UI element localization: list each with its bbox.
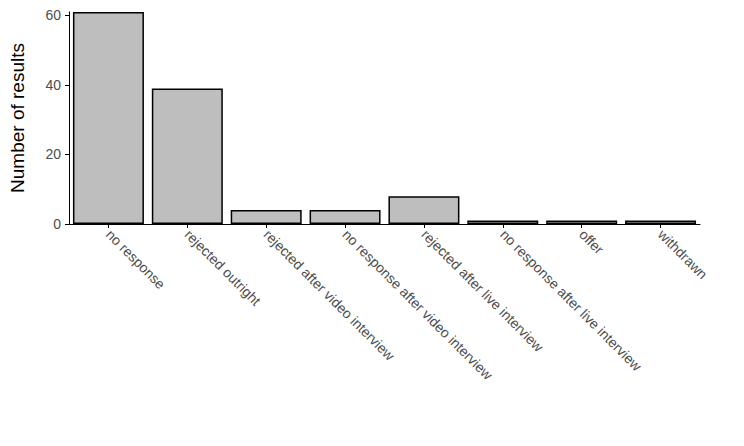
svg-text:40: 40: [45, 77, 61, 93]
svg-text:withdrawn: withdrawn: [654, 226, 711, 283]
svg-text:no response after live intervi: no response after live interview: [497, 226, 645, 374]
svg-text:rejected after live interview: rejected after live interview: [418, 226, 547, 355]
svg-text:60: 60: [45, 7, 61, 23]
svg-text:offer: offer: [576, 226, 607, 257]
svg-text:Number of results: Number of results: [7, 43, 28, 193]
svg-text:0: 0: [53, 216, 61, 232]
svg-text:rejected after video interview: rejected after video interview: [261, 226, 399, 364]
svg-text:20: 20: [45, 146, 61, 162]
svg-text:no response after video interv: no response after video interview: [339, 226, 496, 383]
svg-text:no response: no response: [103, 226, 169, 292]
svg-text:rejected outright: rejected outright: [182, 226, 264, 308]
